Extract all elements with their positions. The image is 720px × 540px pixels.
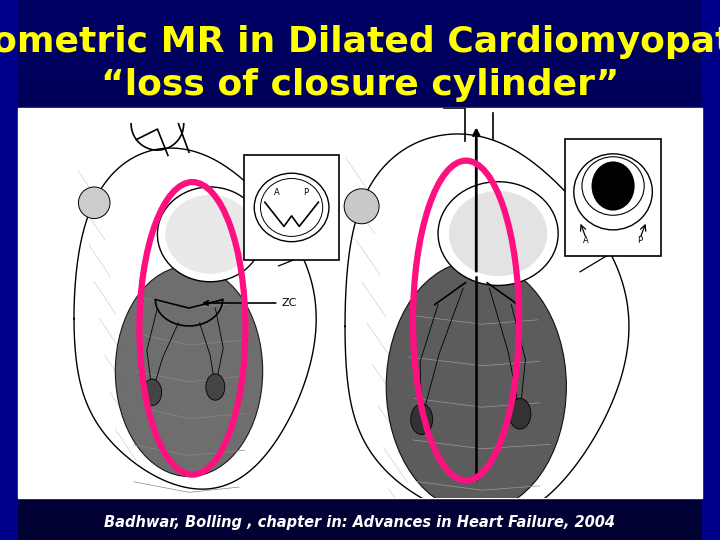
Text: A: A: [274, 188, 280, 197]
Bar: [243, 155, 340, 260]
Bar: [18, 108, 702, 498]
Text: P: P: [303, 188, 309, 197]
Ellipse shape: [410, 404, 433, 435]
Ellipse shape: [158, 187, 263, 282]
Ellipse shape: [449, 191, 547, 276]
Ellipse shape: [166, 195, 255, 274]
Text: “loss of closure cylinder”: “loss of closure cylinder”: [101, 68, 619, 102]
Text: Badhwar, Bolling , chapter in: Advances in Heart Failure, 2004: Badhwar, Bolling , chapter in: Advances …: [104, 515, 616, 530]
Ellipse shape: [143, 379, 161, 406]
Ellipse shape: [78, 187, 110, 219]
Ellipse shape: [115, 266, 263, 477]
Ellipse shape: [206, 374, 225, 400]
Ellipse shape: [509, 399, 531, 429]
Ellipse shape: [386, 261, 567, 512]
Ellipse shape: [592, 161, 634, 211]
Ellipse shape: [344, 189, 379, 224]
Text: A: A: [583, 237, 589, 245]
Text: ZC: ZC: [204, 298, 297, 308]
Ellipse shape: [438, 181, 558, 286]
Bar: [565, 139, 661, 256]
Text: Geometric MR in Dilated Cardiomyopathy: Geometric MR in Dilated Cardiomyopathy: [0, 25, 720, 59]
Text: P: P: [637, 237, 642, 245]
